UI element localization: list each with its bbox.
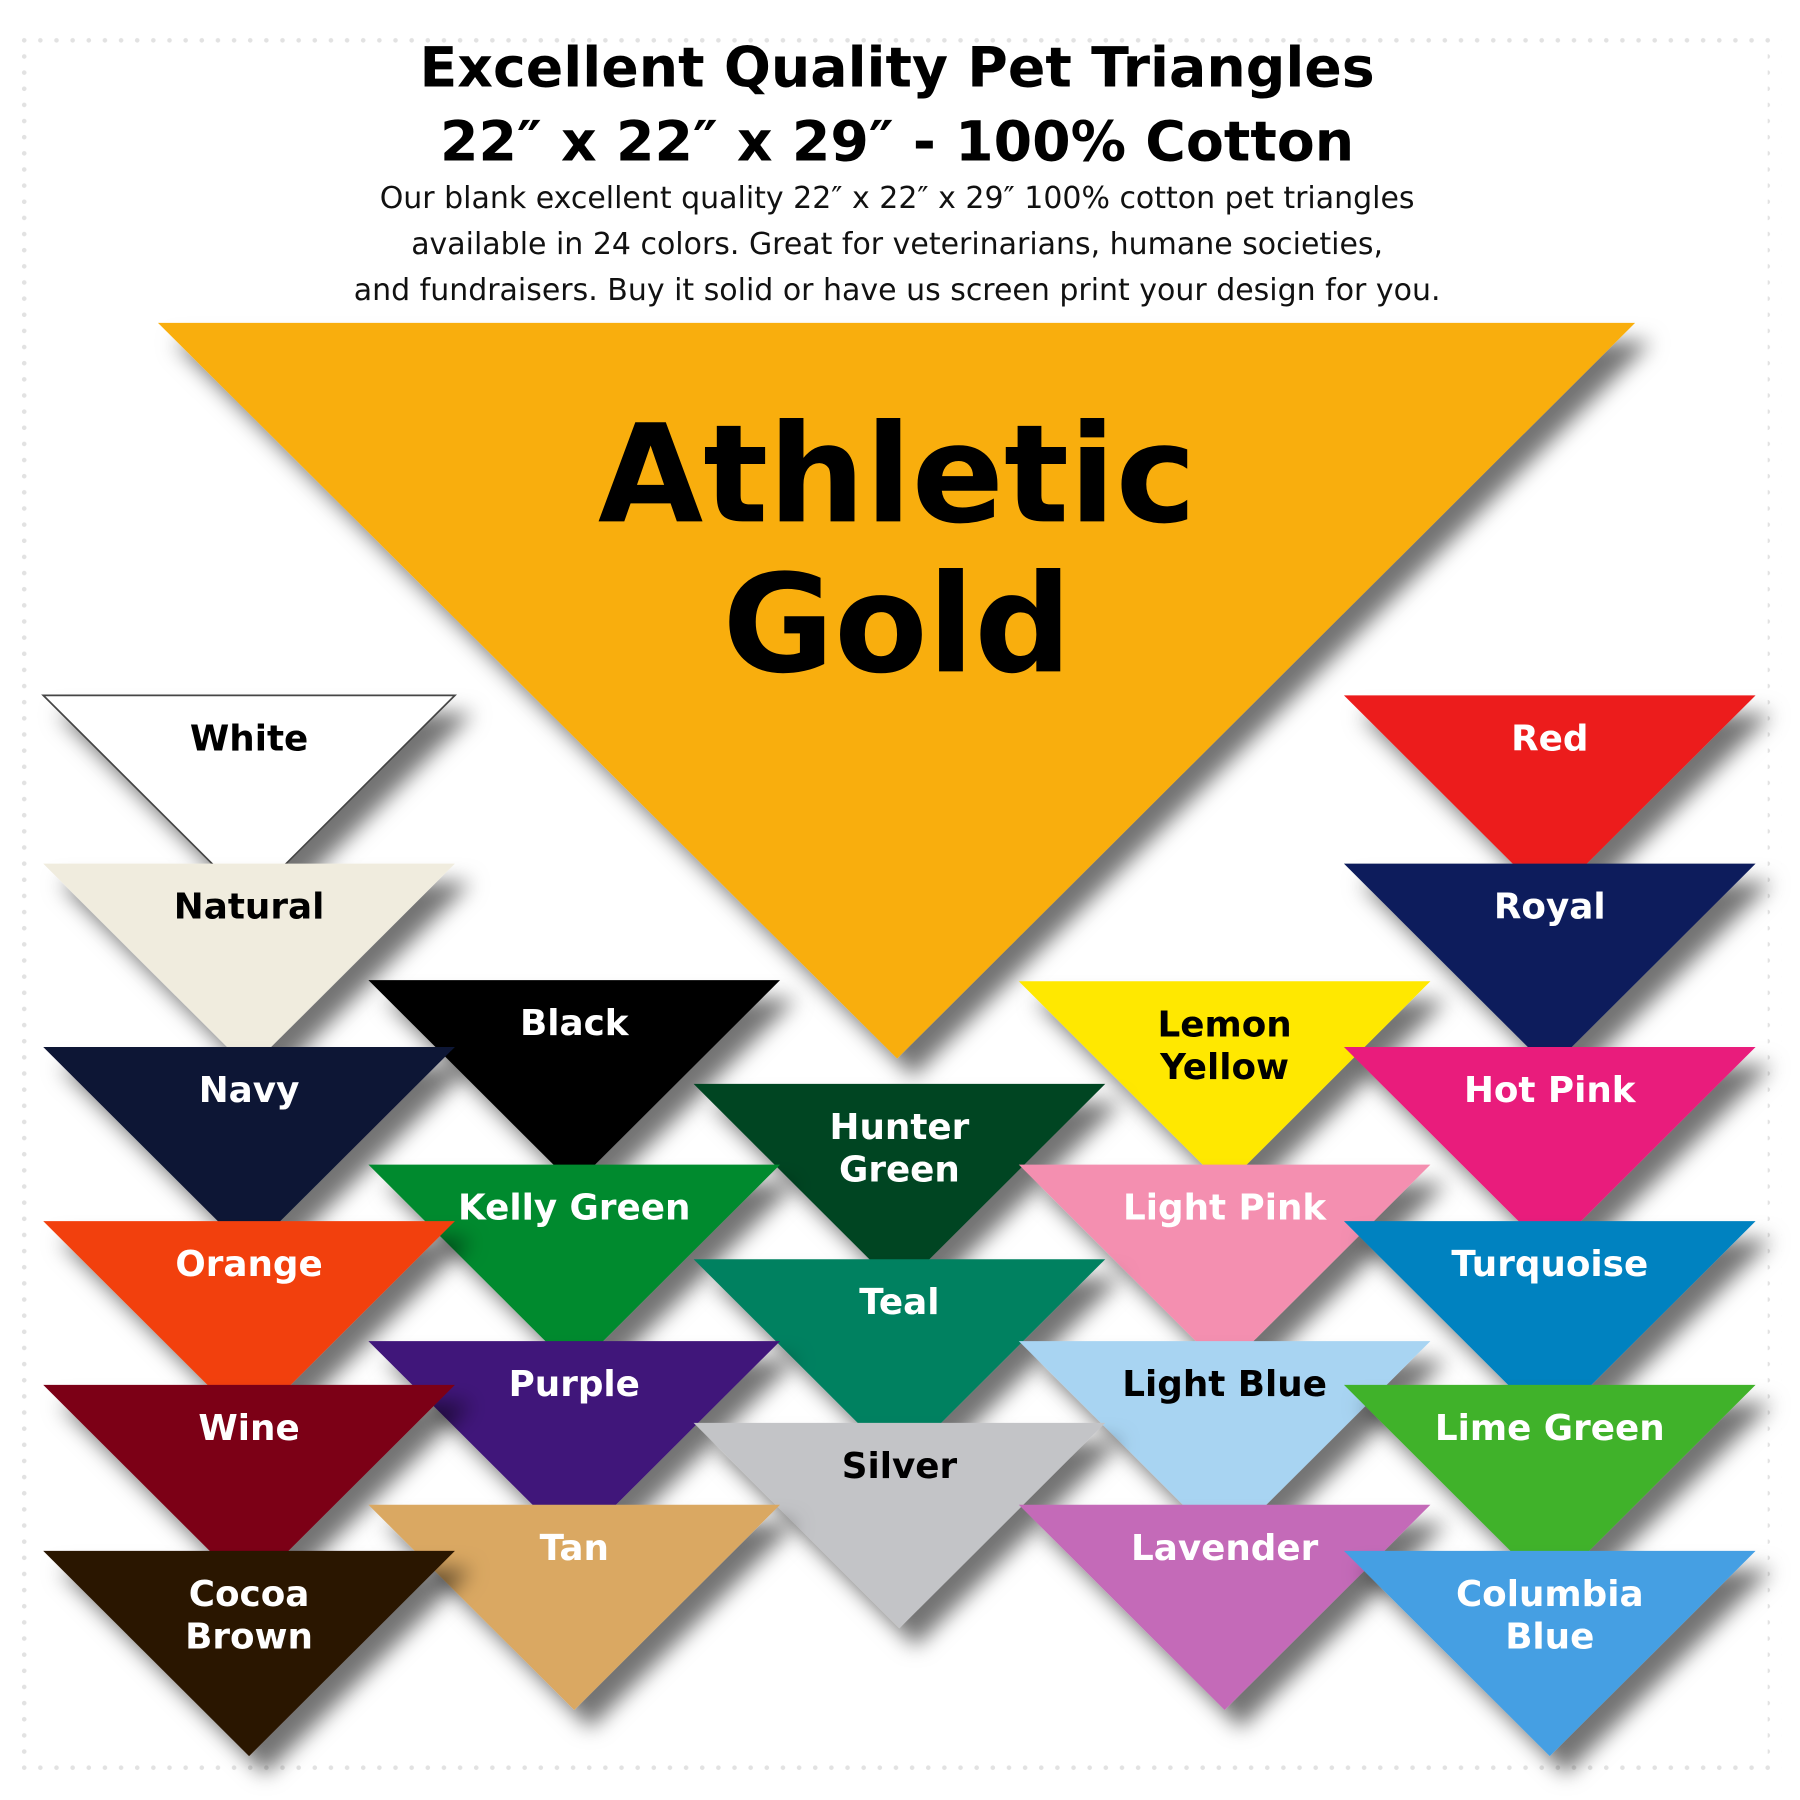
description-line: and fundraisers. Buy it solid or have us… bbox=[354, 273, 1441, 308]
color-label: Columbia bbox=[1456, 1574, 1644, 1615]
color-triangle bbox=[43, 1550, 455, 1757]
color-label: Royal bbox=[1494, 887, 1606, 928]
color-label: Orange bbox=[175, 1244, 322, 1285]
color-triangle bbox=[368, 1504, 781, 1711]
color-label: Navy bbox=[199, 1070, 300, 1111]
color-label: Light Blue bbox=[1122, 1364, 1327, 1405]
color-triangle bbox=[1343, 1047, 1756, 1253]
color-label: Silver bbox=[842, 1446, 958, 1487]
color-triangle bbox=[1343, 1221, 1756, 1427]
color-label: Hunter bbox=[830, 1107, 970, 1148]
description-line: Our blank excellent quality 22″ x 22″ x … bbox=[380, 181, 1415, 216]
color-triangle bbox=[43, 1047, 455, 1253]
color-label: Kelly Green bbox=[458, 1188, 690, 1229]
color-triangle bbox=[1018, 981, 1431, 1187]
color-triangle bbox=[1018, 1341, 1431, 1547]
color-triangle bbox=[1343, 1384, 1756, 1591]
color-triangle bbox=[43, 1384, 455, 1591]
color-label: Hot Pink bbox=[1464, 1070, 1637, 1111]
color-label: Light Pink bbox=[1123, 1188, 1327, 1229]
color-triangle bbox=[43, 863, 455, 1069]
color-triangle bbox=[1018, 1164, 1431, 1370]
title: Excellent Quality Pet Triangles bbox=[419, 37, 1374, 101]
border-pattern bbox=[18, 29, 1782, 1774]
color-label: Brown bbox=[185, 1617, 313, 1658]
color-triangle bbox=[43, 1221, 455, 1427]
color-label: Yellow bbox=[1159, 1047, 1289, 1088]
color-label: White bbox=[190, 718, 308, 759]
color-triangle bbox=[693, 1422, 1106, 1629]
color-label: Purple bbox=[509, 1364, 640, 1405]
color-label: Red bbox=[1511, 718, 1588, 759]
color-triangle bbox=[368, 980, 781, 1186]
color-label: Green bbox=[839, 1150, 960, 1191]
color-label: Lime Green bbox=[1435, 1408, 1665, 1449]
color-label: Blue bbox=[1505, 1617, 1594, 1658]
color-label: Lemon bbox=[1157, 1004, 1291, 1045]
color-label: Lavender bbox=[1131, 1528, 1319, 1569]
color-label: Black bbox=[520, 1003, 630, 1044]
color-triangle bbox=[1343, 695, 1756, 901]
color-triangle bbox=[1343, 863, 1756, 1069]
color-triangle bbox=[368, 1341, 781, 1547]
color-triangle bbox=[368, 1164, 781, 1370]
featured-label: Gold bbox=[723, 546, 1072, 704]
color-label: Teal bbox=[859, 1282, 939, 1323]
color-label: Natural bbox=[174, 887, 325, 928]
color-triangle bbox=[693, 1083, 1106, 1290]
color-triangle bbox=[1018, 1504, 1431, 1711]
description-line: available in 24 colors. Great for veteri… bbox=[411, 227, 1383, 262]
color-triangle bbox=[41, 694, 457, 902]
color-label: Cocoa bbox=[189, 1574, 310, 1615]
color-label: Tan bbox=[540, 1528, 609, 1569]
color-label: Turquoise bbox=[1451, 1244, 1648, 1285]
featured-triangle bbox=[157, 322, 1636, 1059]
featured-label: Athletic bbox=[598, 396, 1196, 554]
color-label: Wine bbox=[198, 1408, 299, 1449]
subtitle: 22″ x 22″ x 29″ - 100% Cotton bbox=[440, 110, 1354, 174]
color-triangle bbox=[1343, 1550, 1756, 1757]
color-triangle bbox=[693, 1259, 1106, 1465]
